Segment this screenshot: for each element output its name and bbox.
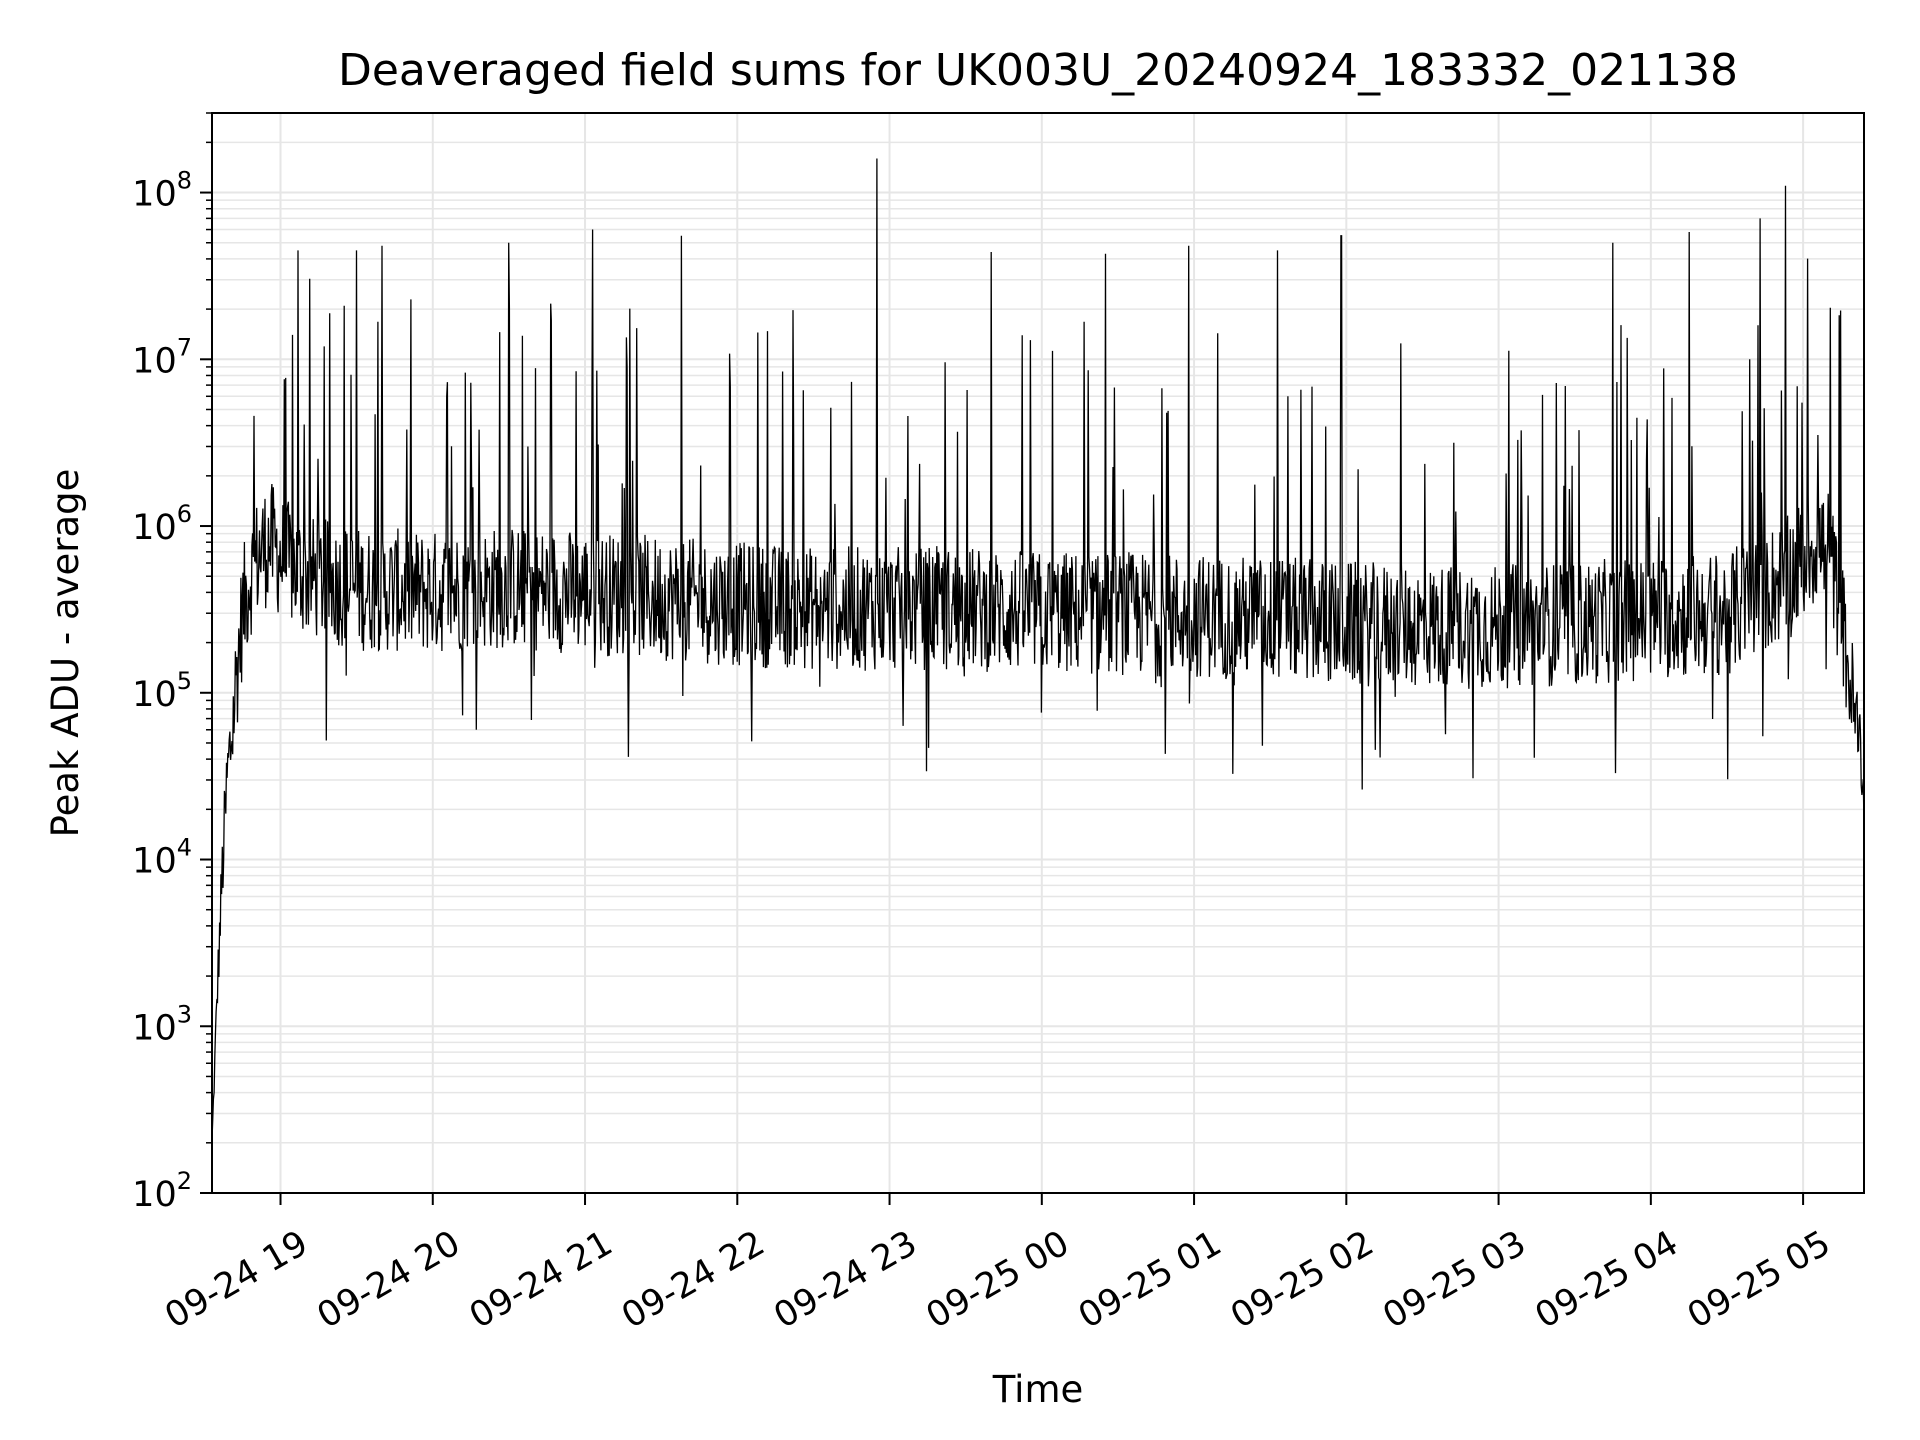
y-tick-label: 102 bbox=[132, 1167, 192, 1215]
x-tick-label: 09-25 05 bbox=[1681, 1223, 1837, 1336]
x-tick-label: 09-25 02 bbox=[1224, 1223, 1380, 1336]
series-line bbox=[211, 158, 1865, 1140]
y-tick-label: 103 bbox=[132, 1000, 192, 1048]
y-tick-label: 104 bbox=[132, 834, 192, 882]
x-tick-label: 09-24 23 bbox=[768, 1223, 924, 1336]
x-tick-label: 09-25 01 bbox=[1072, 1223, 1228, 1336]
y-tick-label: 105 bbox=[132, 667, 192, 715]
x-tick-label: 09-25 03 bbox=[1377, 1223, 1533, 1336]
plot-frame bbox=[211, 112, 1865, 1194]
y-axis-label: Peak ADU - average bbox=[44, 469, 87, 838]
x-tick-label: 09-24 19 bbox=[158, 1223, 314, 1336]
y-tick-label: 106 bbox=[132, 500, 192, 548]
x-axis-label: Time bbox=[992, 1368, 1084, 1411]
x-tick-label: 09-25 00 bbox=[920, 1223, 1076, 1336]
x-tick-label: 09-24 20 bbox=[311, 1223, 467, 1336]
chart-title: Deaveraged field sums for UK003U_2024092… bbox=[338, 45, 1738, 96]
y-axis: 102 103 104 105 106 107 108 bbox=[132, 112, 212, 1215]
y-tick-label: 107 bbox=[132, 333, 192, 381]
x-tick-label: 09-24 22 bbox=[615, 1223, 771, 1336]
y-tick-label: 108 bbox=[132, 167, 192, 215]
x-tick-label: 09-24 21 bbox=[463, 1223, 619, 1336]
data-series bbox=[211, 158, 1865, 1140]
x-tick-label: 09-25 04 bbox=[1529, 1223, 1685, 1336]
